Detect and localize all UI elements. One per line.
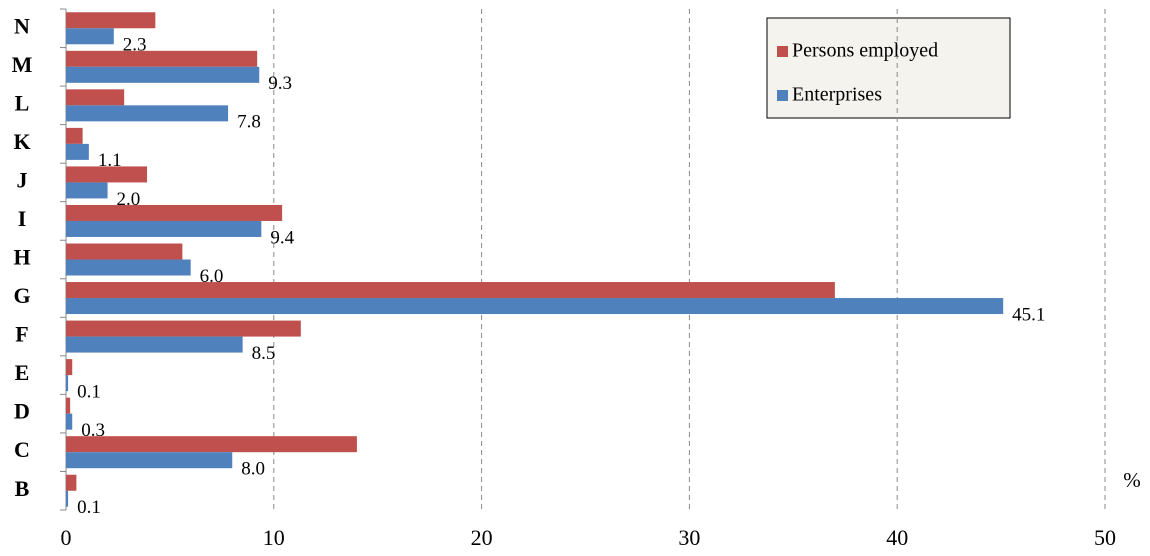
y-tick-label: L: [15, 90, 30, 115]
x-tick-label: 30: [678, 525, 700, 550]
data-label: 8.0: [241, 459, 265, 480]
data-label: 7.8: [237, 112, 261, 133]
bar: [66, 452, 233, 469]
bar: [66, 259, 191, 276]
y-tick-label: C: [14, 437, 30, 462]
x-axis-label: %: [1123, 468, 1141, 492]
data-label: 1.1: [98, 150, 122, 171]
data-label: 8.5: [252, 343, 276, 364]
legend-label: Persons employed: [792, 40, 938, 62]
y-tick-label: J: [17, 167, 28, 192]
data-label: 0.1: [77, 381, 101, 402]
data-label: 0.1: [77, 497, 101, 518]
x-tick-label: 50: [1094, 525, 1116, 550]
bar: [66, 436, 357, 453]
y-tick-label: G: [13, 283, 30, 308]
y-tick-label: B: [15, 476, 30, 501]
bar: [66, 336, 243, 353]
legend-swatch: [777, 90, 788, 101]
x-tick-label: 40: [886, 525, 908, 550]
data-label: 2.3: [123, 35, 147, 56]
bar: [66, 89, 125, 106]
y-tick-label: M: [12, 52, 33, 77]
bar: [66, 320, 301, 337]
y-tick-label: I: [18, 206, 27, 231]
data-label: 9.3: [268, 73, 292, 94]
y-tick-label: N: [14, 13, 30, 38]
bar: [66, 282, 835, 299]
bar: [66, 220, 262, 237]
y-tick-label: F: [15, 322, 28, 347]
bar: [66, 413, 73, 430]
y-tick-label: E: [15, 360, 30, 385]
bar: [66, 105, 229, 122]
legend-label: Enterprises: [792, 84, 882, 106]
bar: [66, 243, 183, 260]
data-label: 6.0: [200, 266, 224, 287]
x-tick-label: 0: [61, 525, 72, 550]
x-tick-label: 10: [263, 525, 285, 550]
data-label: 45.1: [1012, 304, 1045, 325]
data-label: 0.3: [81, 420, 105, 441]
bar: [66, 12, 156, 29]
bar: [66, 127, 83, 144]
bar: [66, 359, 73, 376]
legend-swatch: [777, 46, 788, 57]
bar: [66, 474, 77, 491]
y-tick-label: D: [14, 399, 30, 424]
bar: [66, 375, 69, 392]
bar: [66, 50, 258, 67]
bar: [66, 66, 260, 83]
data-label: 2.0: [117, 189, 141, 210]
x-tick-label: 20: [471, 525, 493, 550]
bar: [66, 143, 89, 160]
bar: [66, 182, 108, 199]
data-label: 9.4: [270, 227, 294, 248]
bar: [66, 204, 283, 221]
bar: [66, 28, 114, 45]
y-tick-label: K: [13, 129, 30, 154]
bar: [66, 397, 71, 414]
y-tick-label: H: [13, 245, 30, 270]
bar: [66, 298, 1004, 315]
bar: [66, 166, 148, 183]
legend-box: [766, 17, 1011, 119]
bar: [66, 490, 69, 507]
